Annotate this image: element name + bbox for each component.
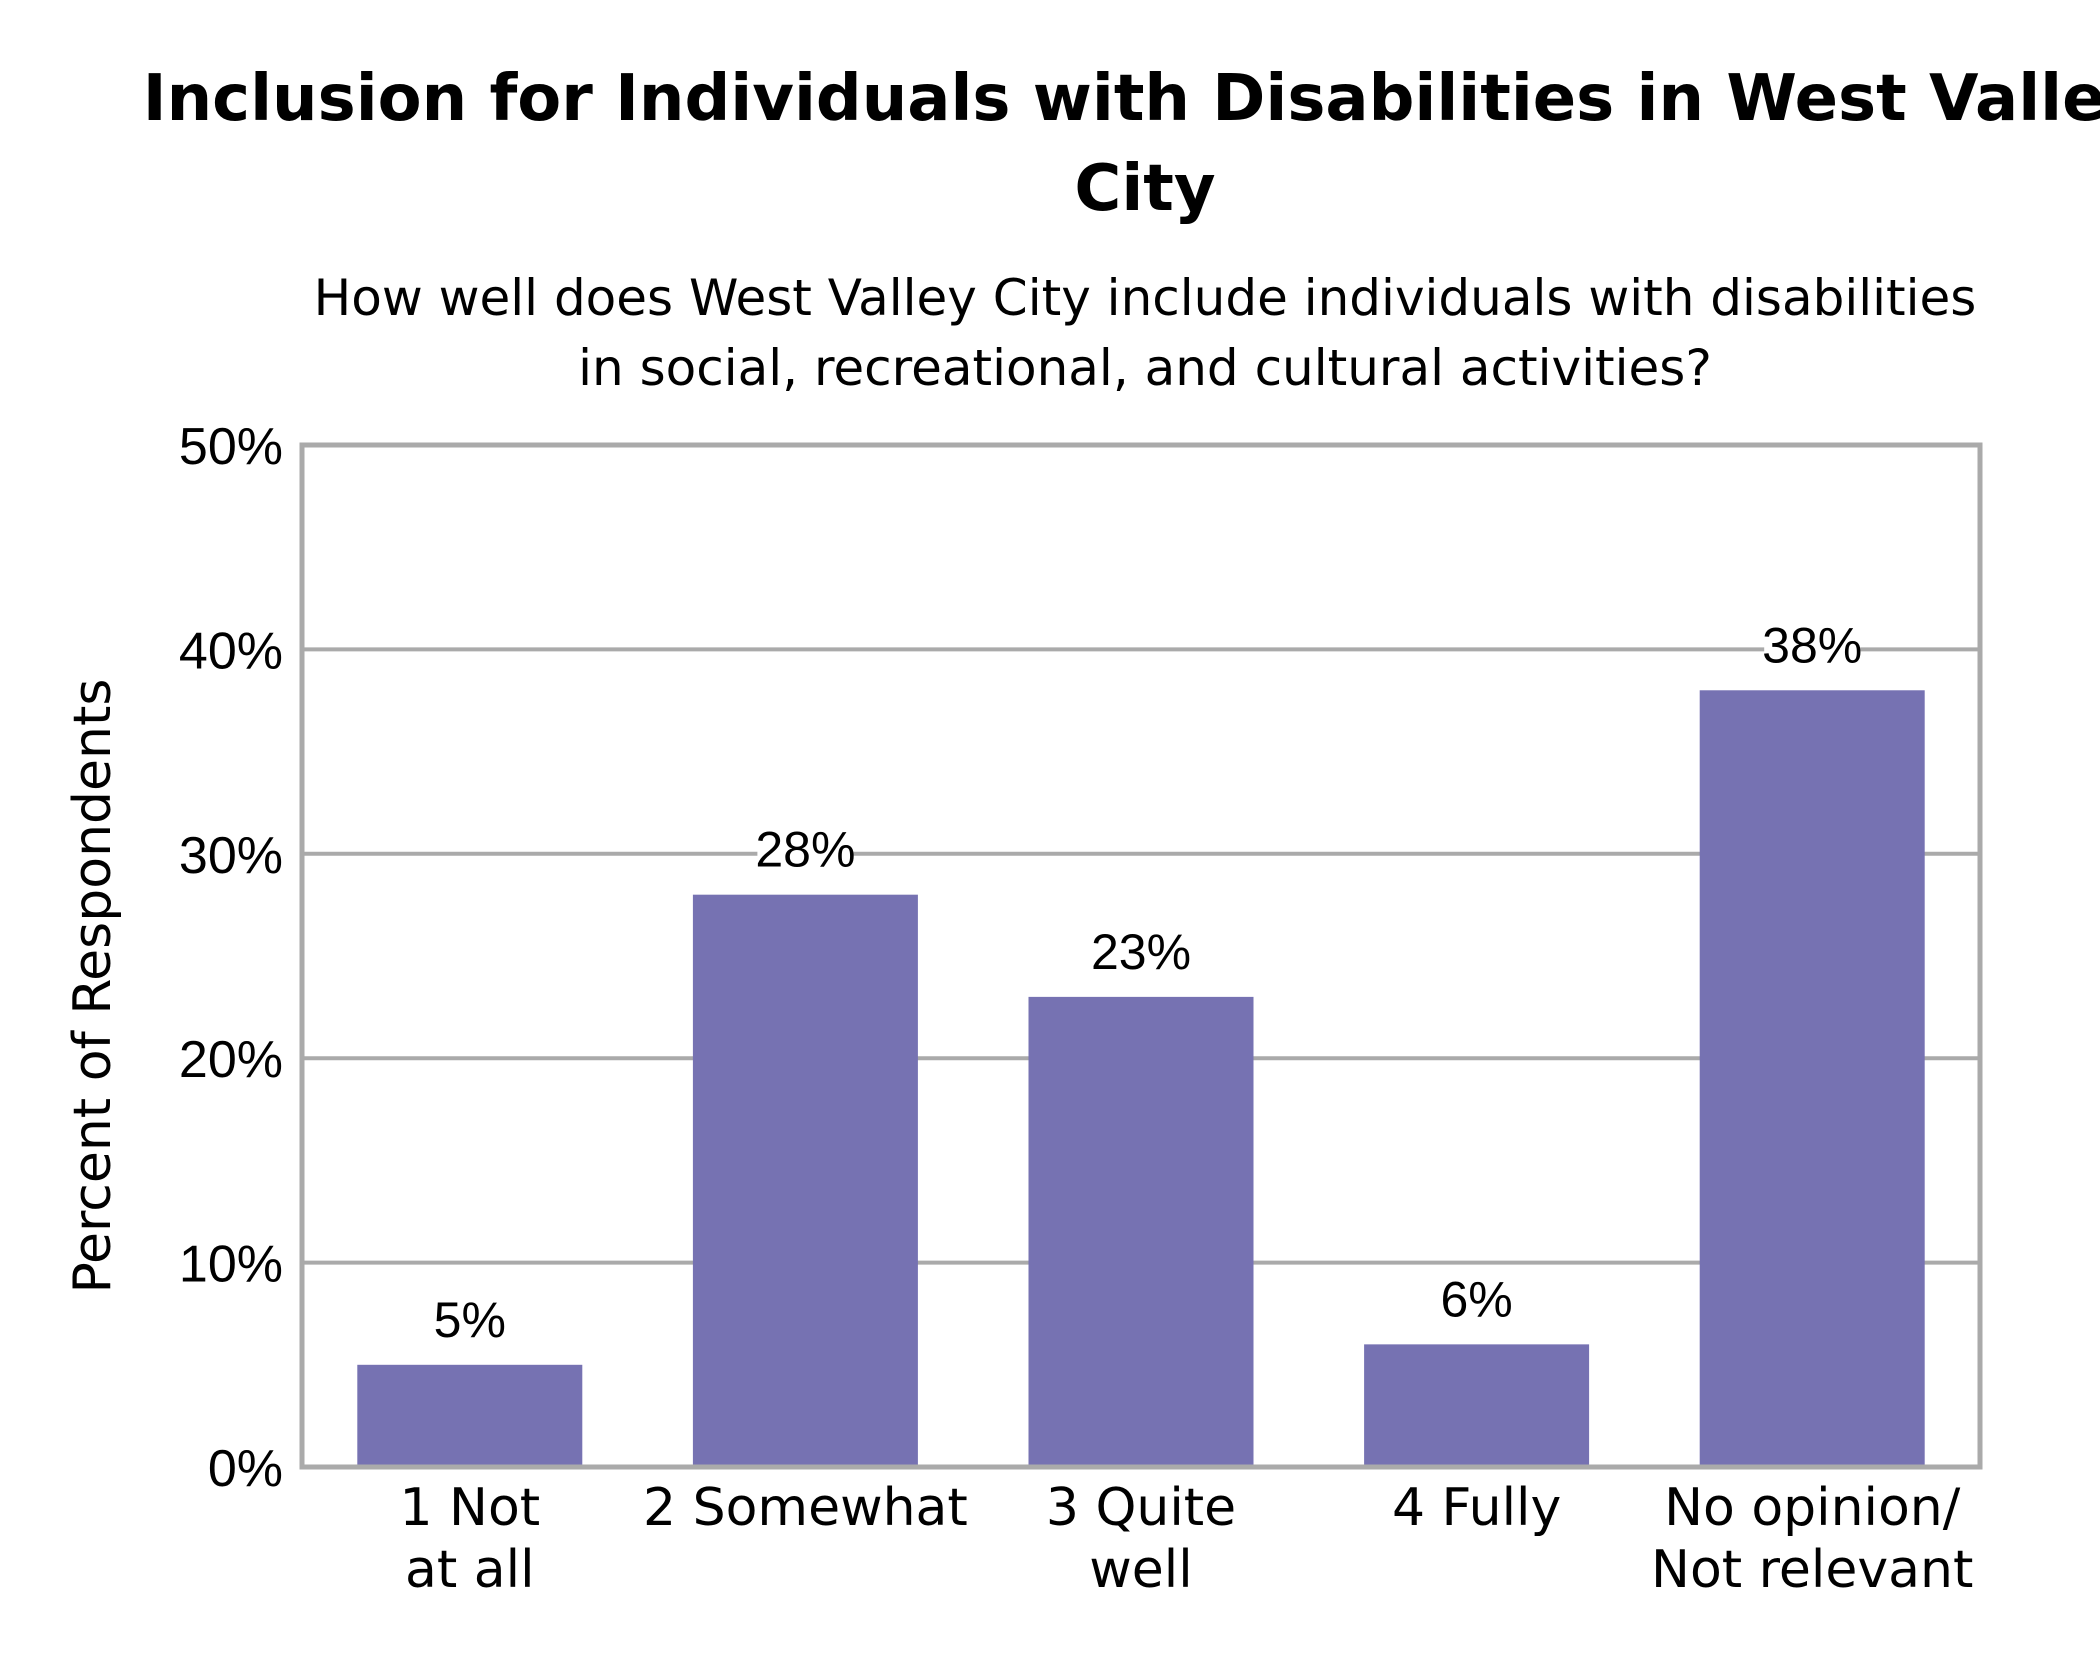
x-category-label: at all <box>405 1540 535 1600</box>
x-category-label: 4 Fully <box>1392 1478 1561 1538</box>
y-tick-label: 30% <box>179 827 283 885</box>
data-label-background <box>1764 622 1861 671</box>
bar <box>1028 996 1254 1467</box>
data-label-background <box>1093 928 1189 977</box>
bar <box>1699 690 1925 1467</box>
y-axis-ticks: 0% 10% 20% 30% 40% 50% <box>179 418 283 1498</box>
y-tick-label: 20% <box>179 1031 283 1089</box>
chart-title-line: Inclusion for Individuals with Disabilit… <box>143 62 2100 136</box>
chart-subtitle-line: How well does West Valley City include i… <box>314 269 1977 327</box>
plot-border <box>299 442 1983 1470</box>
data-label: 28% <box>755 822 855 878</box>
x-category-label: Not relevant <box>1651 1540 1973 1600</box>
y-tick-label: 0% <box>208 1440 283 1498</box>
bar <box>692 894 918 1467</box>
plot-frame <box>299 442 1983 1470</box>
bar <box>357 1364 583 1467</box>
chart-title: Inclusion for Individuals with Disabilit… <box>143 62 2100 226</box>
y-tick-label: 10% <box>179 1236 283 1294</box>
chart-subtitle-line: in social, recreational, and cultural ac… <box>578 339 1712 397</box>
data-label: 23% <box>1091 924 1191 980</box>
data-label-background <box>757 826 854 875</box>
data-labels: 5% 28% 23% 6% 38% <box>434 617 1863 1348</box>
chart-title-line: City <box>1074 152 1215 226</box>
y-axis-label: Percent of Respondents <box>63 679 123 1294</box>
x-category-label: 3 Quite <box>1046 1478 1236 1538</box>
x-category-label: 1 Not <box>399 1478 540 1538</box>
data-label-background <box>435 1296 504 1345</box>
data-label: 5% <box>434 1292 506 1348</box>
x-category-label: 2 Somewhat <box>643 1478 968 1538</box>
data-label: 38% <box>1762 617 1862 673</box>
x-category-label: well <box>1089 1540 1192 1600</box>
bar <box>1364 1344 1590 1467</box>
data-label-background <box>1442 1276 1511 1325</box>
chart-subtitle: How well does West Valley City include i… <box>314 269 1977 397</box>
data-label: 6% <box>1440 1271 1512 1327</box>
y-tick-label: 40% <box>179 622 283 680</box>
bars <box>357 690 1925 1467</box>
x-category-label: No opinion/ <box>1664 1478 1961 1538</box>
y-tick-label: 50% <box>179 418 283 476</box>
